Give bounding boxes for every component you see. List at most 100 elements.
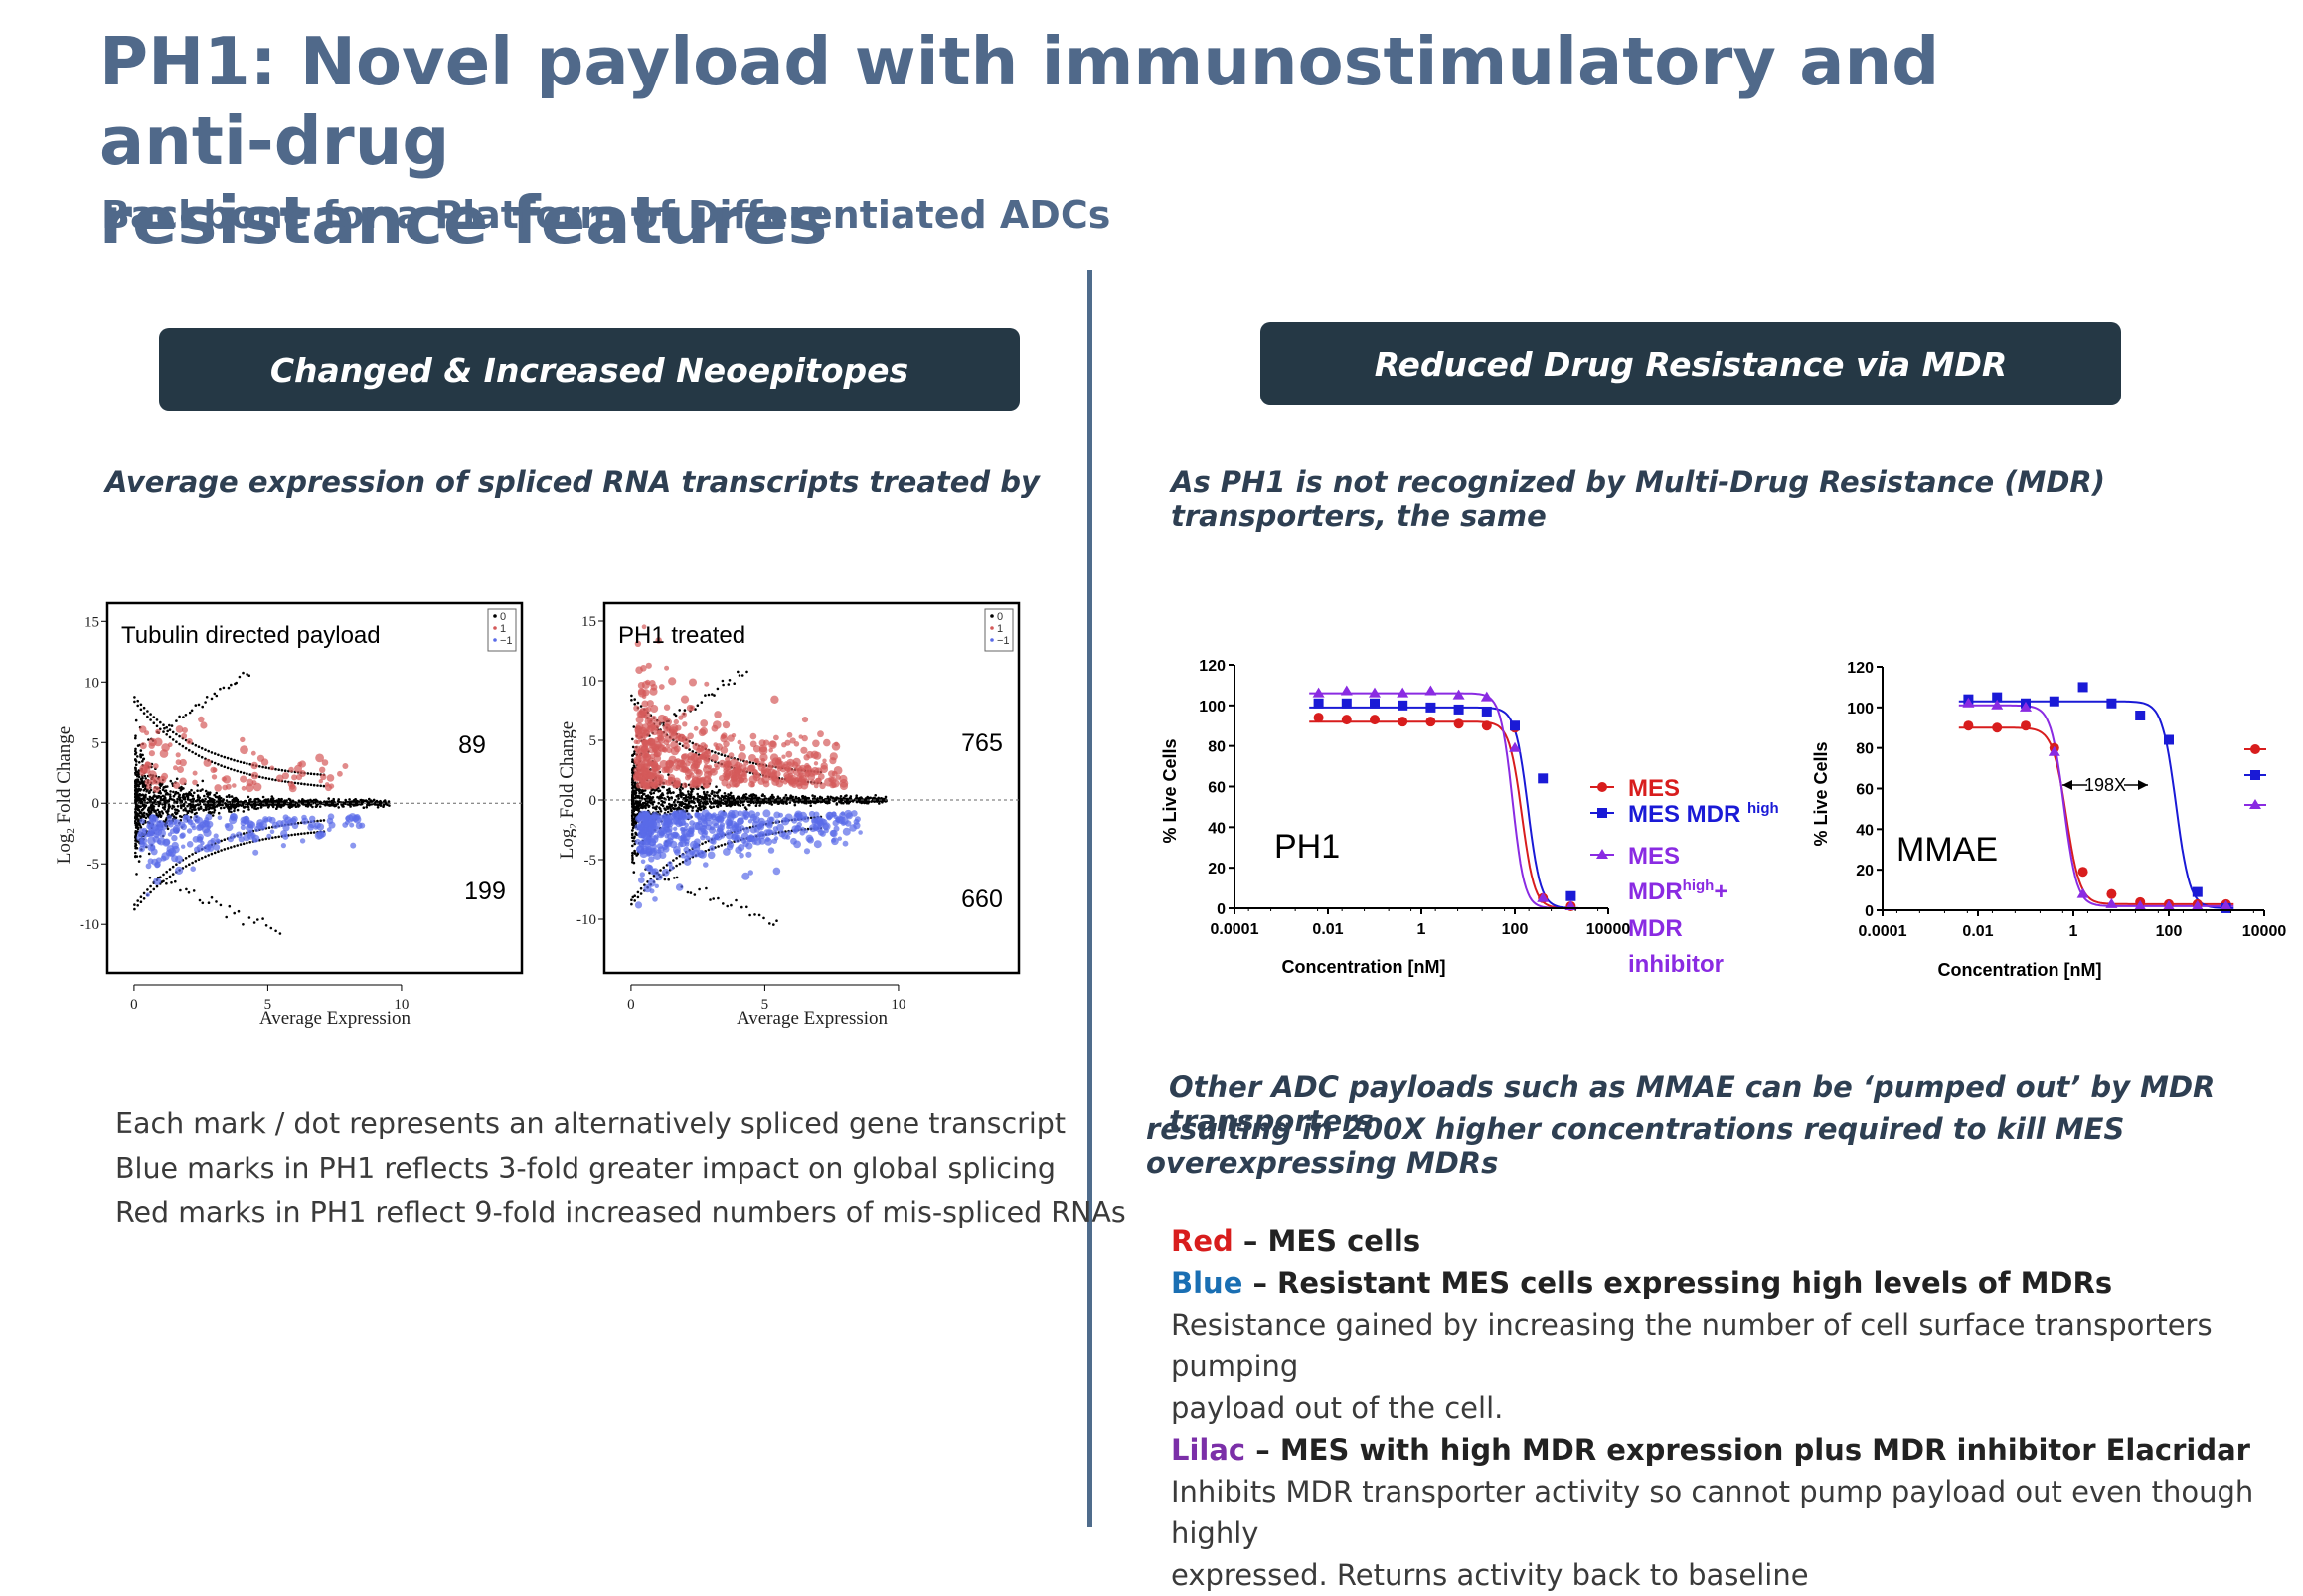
ma-point <box>224 802 227 805</box>
ma-point-up <box>787 761 792 766</box>
ma-point <box>631 786 634 790</box>
ma-point <box>631 781 634 784</box>
marker-red <box>2077 867 2088 878</box>
ma-point-up <box>823 738 831 747</box>
marker-blue <box>1510 720 1520 731</box>
ma-point <box>171 730 175 734</box>
ma-point <box>161 798 165 802</box>
ma-point-down <box>282 824 290 832</box>
ma-point-up <box>800 746 808 754</box>
ma-point-up <box>637 759 643 765</box>
ma-point-up <box>294 764 302 773</box>
ma-point <box>197 703 201 707</box>
ma-point <box>814 801 817 805</box>
ma-point <box>702 802 705 806</box>
ma-point-down <box>776 823 784 832</box>
ma-point <box>696 797 699 800</box>
ma-point <box>692 800 696 804</box>
ma-point <box>247 795 250 799</box>
ma-point-down <box>831 838 837 843</box>
ma-point <box>134 781 137 785</box>
ma-point <box>138 824 142 827</box>
ma-legend-label: −1 <box>500 635 513 647</box>
ma-point <box>717 845 720 848</box>
ma-point-up <box>641 700 649 708</box>
ma-point <box>136 904 139 907</box>
ma-point <box>307 802 311 805</box>
ma-point <box>246 673 248 676</box>
ma-point-up <box>792 757 801 767</box>
ma-point <box>164 789 168 792</box>
ma-point-down <box>643 884 652 893</box>
y-axis-label: Log2 Fold Change <box>54 726 77 865</box>
ma-point-up <box>713 742 718 747</box>
ma-point <box>325 800 329 803</box>
ma-point <box>813 795 817 798</box>
mid-line-1: Other ADC payloads such as MMAE can be ‘… <box>1169 1070 2216 1138</box>
ma-point-up <box>179 777 187 786</box>
marker-blue <box>1425 702 1436 713</box>
ma-point <box>631 832 634 836</box>
ma-point <box>229 805 233 808</box>
ma-point-up <box>697 778 703 784</box>
ma-point-down <box>634 901 643 909</box>
ma-point-down <box>256 819 264 827</box>
ma-point <box>376 806 380 809</box>
ma-point <box>168 793 172 796</box>
ma-point <box>207 854 210 857</box>
ma-point <box>379 801 383 805</box>
ma-point <box>675 795 679 798</box>
ma-point-down <box>795 812 802 819</box>
ma-point-up <box>634 745 641 752</box>
ma-point <box>220 754 223 758</box>
ma-point <box>239 770 243 774</box>
ma-point <box>242 832 246 835</box>
ma-point <box>633 899 636 902</box>
ma-point <box>300 782 303 785</box>
ma-point <box>765 801 769 804</box>
ma-point <box>631 753 635 757</box>
ma-point <box>172 790 175 794</box>
ma-point-up <box>198 716 205 723</box>
ma-point <box>691 806 695 809</box>
ma-point <box>135 811 138 814</box>
ma-point-down <box>758 830 765 837</box>
ma-point-up <box>785 750 793 758</box>
ma-point <box>689 795 693 798</box>
ma-point <box>133 696 136 699</box>
ma-point-up <box>289 783 296 790</box>
ma-point <box>679 802 683 805</box>
ma-point-up <box>704 681 710 687</box>
ma-point <box>274 836 277 839</box>
ma-point-up <box>192 770 198 776</box>
ma-point-down <box>680 830 686 835</box>
ma-point <box>227 686 231 690</box>
ma-point <box>793 803 797 807</box>
ma-point-up <box>250 750 256 756</box>
ma-point-up <box>792 767 801 776</box>
ma-point <box>711 789 714 793</box>
ma-point <box>269 799 273 803</box>
fold-change-label: 198X <box>2084 775 2126 795</box>
marker-lilac <box>1509 741 1521 752</box>
ma-point <box>225 915 228 919</box>
ma-point <box>639 892 643 895</box>
ma-point <box>708 794 712 798</box>
ma-point-up <box>660 730 668 738</box>
ma-point <box>144 816 148 820</box>
ma-point-down <box>652 896 658 902</box>
ma-point <box>631 854 634 858</box>
ma-point <box>722 683 725 687</box>
ma-point <box>146 797 149 801</box>
ma-point-up <box>703 765 712 774</box>
ma-point <box>252 802 256 806</box>
ma-point <box>633 852 637 855</box>
ma-point <box>264 837 268 841</box>
ma-point-down <box>314 822 321 829</box>
ma-point-up <box>665 760 674 769</box>
ma-point <box>741 803 745 807</box>
ma-point <box>192 805 195 809</box>
ma-point <box>219 687 222 691</box>
